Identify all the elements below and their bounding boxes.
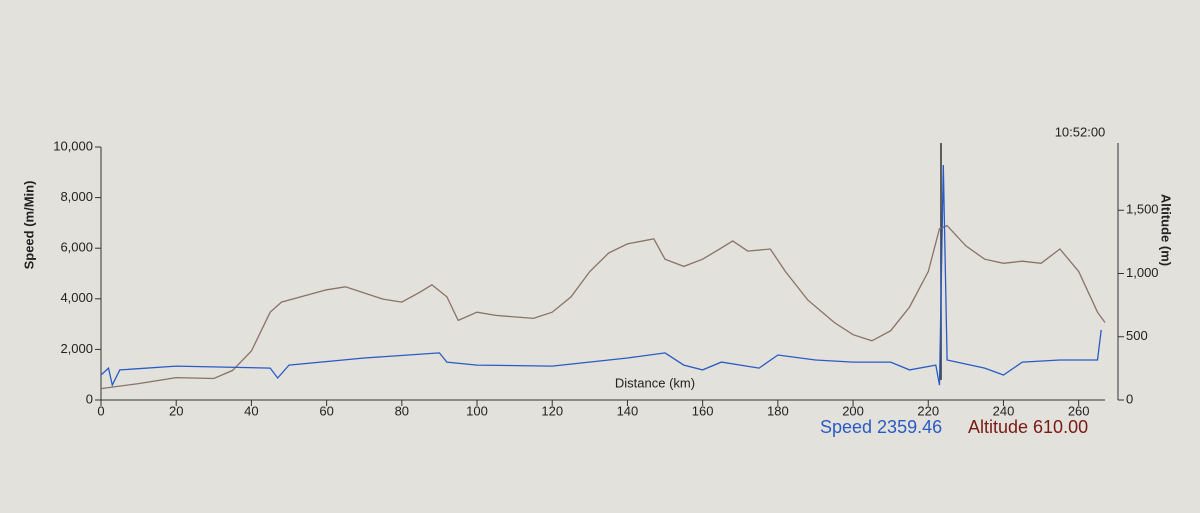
x-tick-label: 180 <box>767 403 789 418</box>
y-tick-label: 0 <box>86 391 93 406</box>
y-axis-title: Speed (m/Min) <box>21 181 36 270</box>
y2-tick-label: 0 <box>1126 391 1133 406</box>
series-line <box>100 164 1102 388</box>
x-tick-label: 20 <box>169 403 183 418</box>
y2-tick-label: 500 <box>1126 328 1148 343</box>
y-tick-label: 2,000 <box>60 341 93 356</box>
x-tick-label: 200 <box>842 403 864 418</box>
x-tick-label: 0 <box>97 403 104 418</box>
x-axis-title: Distance (km) <box>615 375 695 390</box>
x-tick-label: 120 <box>541 403 563 418</box>
series-line <box>100 224 1106 390</box>
x-tick-label: 140 <box>617 403 639 418</box>
x-tick-label: 260 <box>1068 403 1090 418</box>
y-tick-label: 8,000 <box>60 189 93 204</box>
x-tick-label: 240 <box>993 403 1015 418</box>
x-tick-label: 220 <box>917 403 939 418</box>
x-tick-label: 100 <box>466 403 488 418</box>
y-tick-label: 4,000 <box>60 290 93 305</box>
y2-axis-title: Altitude (m) <box>1159 194 1174 266</box>
x-tick-label: 60 <box>319 403 333 418</box>
y-tick-label: 6,000 <box>60 240 93 255</box>
x-tick-label: 40 <box>244 403 258 418</box>
x-tick-label: 160 <box>692 403 714 418</box>
altitude-readout: Altitude 610.00 <box>968 417 1088 437</box>
x-tick-label: 80 <box>395 403 409 418</box>
time-label: 10:52:00 <box>1055 124 1106 139</box>
y2-tick-label: 1,500 <box>1126 202 1159 217</box>
y-tick-label: 10,000 <box>53 138 93 153</box>
speed-readout: Speed 2359.46 <box>820 417 942 437</box>
y2-tick-label: 1,000 <box>1126 265 1159 280</box>
